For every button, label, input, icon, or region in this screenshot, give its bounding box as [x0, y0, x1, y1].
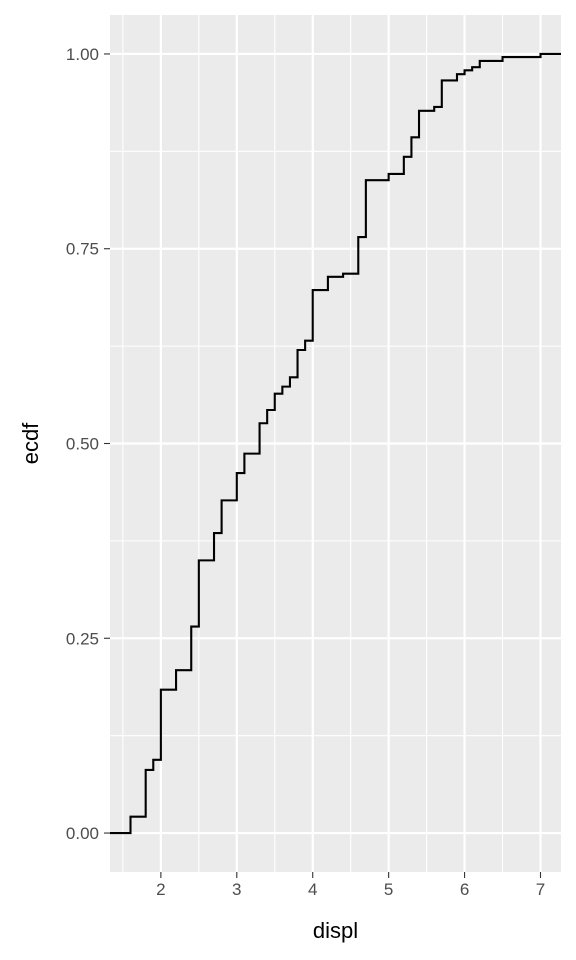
y-tick-label: 0.25 [66, 629, 99, 648]
y-axis-title: ecdf [18, 422, 43, 464]
x-tick-label: 3 [232, 880, 241, 899]
y-tick-label: 0.75 [66, 240, 99, 259]
x-axis: 2 3 4 5 6 7 [156, 872, 545, 899]
y-axis: 0.00 0.25 0.50 0.75 1.00 [66, 45, 110, 843]
y-tick-label: 0.50 [66, 435, 99, 454]
x-tick-label: 6 [460, 880, 469, 899]
y-tick-label: 0.00 [66, 824, 99, 843]
x-axis-title: displ [313, 918, 358, 943]
x-tick-label: 2 [156, 880, 165, 899]
x-tick-label: 4 [308, 880, 317, 899]
ecdf-step-line [110, 52, 561, 835]
x-tick-label: 5 [384, 880, 393, 899]
y-tick-label: 1.00 [66, 45, 99, 64]
x-tick-label: 7 [536, 880, 545, 899]
